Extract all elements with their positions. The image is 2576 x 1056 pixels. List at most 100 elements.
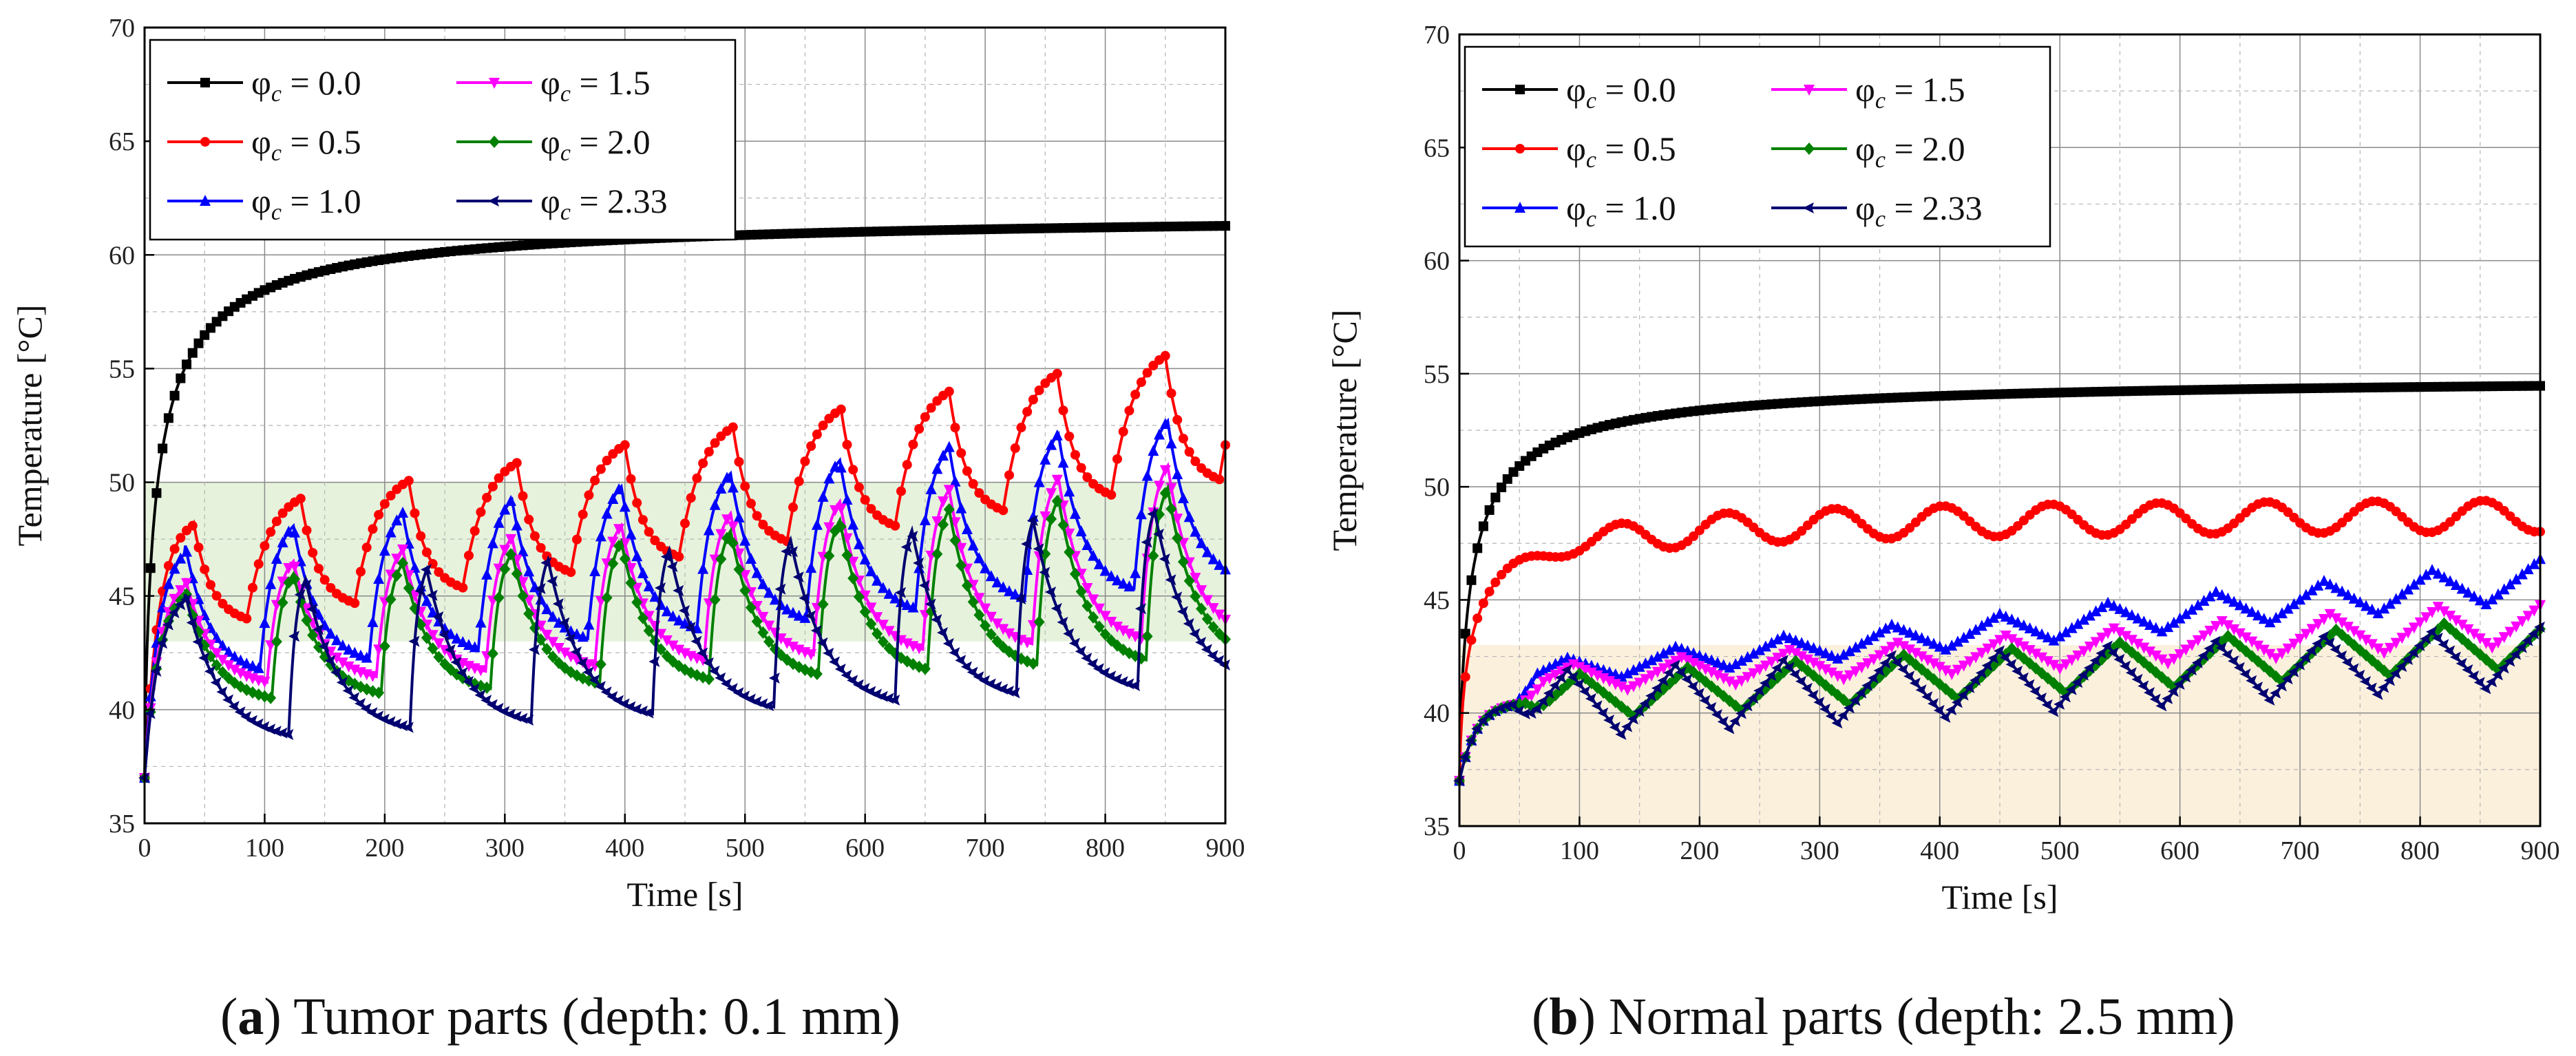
data-point (1820, 647, 1832, 659)
data-point (1651, 666, 1663, 678)
data-point (253, 662, 264, 673)
data-point (350, 598, 360, 609)
data-point (2179, 671, 2191, 683)
data-point (1874, 650, 1886, 662)
legend-marker (489, 78, 500, 89)
x-tick-label: 600 (2160, 836, 2199, 865)
data-point (1106, 570, 1117, 582)
data-point (2204, 590, 2216, 602)
data-point (1748, 668, 1760, 679)
data-point (2324, 609, 2336, 620)
data-point (2342, 589, 2354, 600)
data-point (692, 473, 702, 483)
data-point (313, 563, 324, 573)
data-point (908, 439, 918, 450)
data-point (1207, 553, 1219, 564)
data-point (200, 564, 210, 575)
data-point (1807, 689, 1819, 701)
data-point (1849, 695, 1861, 706)
data-point (601, 591, 613, 604)
data-point (1201, 644, 1212, 655)
data-point (337, 657, 348, 669)
data-point (2403, 627, 2414, 639)
data-point (631, 550, 643, 562)
data-point (300, 579, 312, 591)
data-point (2216, 616, 2228, 628)
data-point (745, 552, 757, 564)
legend-marker (1804, 85, 1815, 96)
legend-entry: φc = 2.0 (456, 123, 651, 166)
data-point (865, 565, 877, 577)
data-point (1627, 713, 1638, 725)
data-point (931, 547, 943, 560)
data-point (331, 653, 343, 664)
data-point (648, 655, 660, 667)
y-tick-label: 60 (1424, 247, 1450, 276)
data-point (703, 673, 715, 686)
data-point (1922, 655, 1934, 666)
legend-label: φc = 1.0 (251, 182, 361, 225)
data-point (1142, 368, 1152, 378)
data-point (1022, 407, 1033, 417)
data-point (176, 373, 186, 383)
data-point (145, 563, 156, 573)
data-point (295, 494, 306, 504)
data-point (1196, 537, 1207, 549)
data-point (2427, 606, 2438, 618)
data-point (342, 685, 354, 697)
data-point (487, 481, 498, 492)
data-point (967, 580, 979, 591)
data-point (1813, 697, 1825, 708)
data-point (541, 629, 553, 641)
data-point (2108, 600, 2120, 611)
data-point (1783, 662, 1795, 673)
data-point (1700, 664, 1711, 675)
y-tick-label: 60 (109, 241, 135, 270)
data-point (1868, 630, 1879, 642)
data-point (306, 603, 318, 615)
data-point (1705, 701, 1717, 713)
data-point (2162, 621, 2174, 633)
legend-label: φc = 0.0 (251, 63, 361, 107)
data-point (1039, 511, 1051, 522)
data-point (2233, 662, 2245, 673)
data-point (907, 601, 919, 613)
data-point (2240, 602, 2252, 614)
data-point (805, 649, 817, 661)
data-point (1946, 640, 1958, 651)
data-point (2498, 583, 2510, 595)
data-point (248, 582, 257, 593)
data-point (2318, 631, 2329, 642)
data-point (1075, 525, 1087, 537)
data-point (1784, 644, 1795, 656)
data-point (2012, 637, 2024, 649)
data-point (1747, 693, 1759, 704)
data-point (943, 441, 955, 452)
data-point (1172, 468, 1183, 480)
data-point (2264, 648, 2276, 660)
data-point (2041, 699, 2053, 710)
data-point (210, 677, 222, 688)
data-point (457, 635, 469, 647)
data-point (901, 599, 913, 611)
data-point (493, 516, 505, 528)
data-point (1850, 641, 1861, 653)
data-point (1867, 672, 1879, 684)
data-point (1987, 653, 1999, 664)
data-point (499, 503, 511, 515)
data-point (379, 499, 390, 509)
data-point (2114, 602, 2126, 614)
data-point (1195, 637, 1207, 648)
data-point (2155, 700, 2167, 712)
data-point (660, 551, 672, 562)
data-point (302, 525, 312, 536)
data-point (721, 514, 733, 526)
data-point (427, 630, 439, 642)
data-point (2180, 644, 2192, 656)
data-point (1880, 622, 1892, 634)
data-point (1897, 664, 1909, 675)
data-point (2102, 596, 2113, 608)
data-point (2312, 637, 2323, 649)
data-point (1801, 682, 1813, 694)
data-point (2186, 640, 2198, 651)
